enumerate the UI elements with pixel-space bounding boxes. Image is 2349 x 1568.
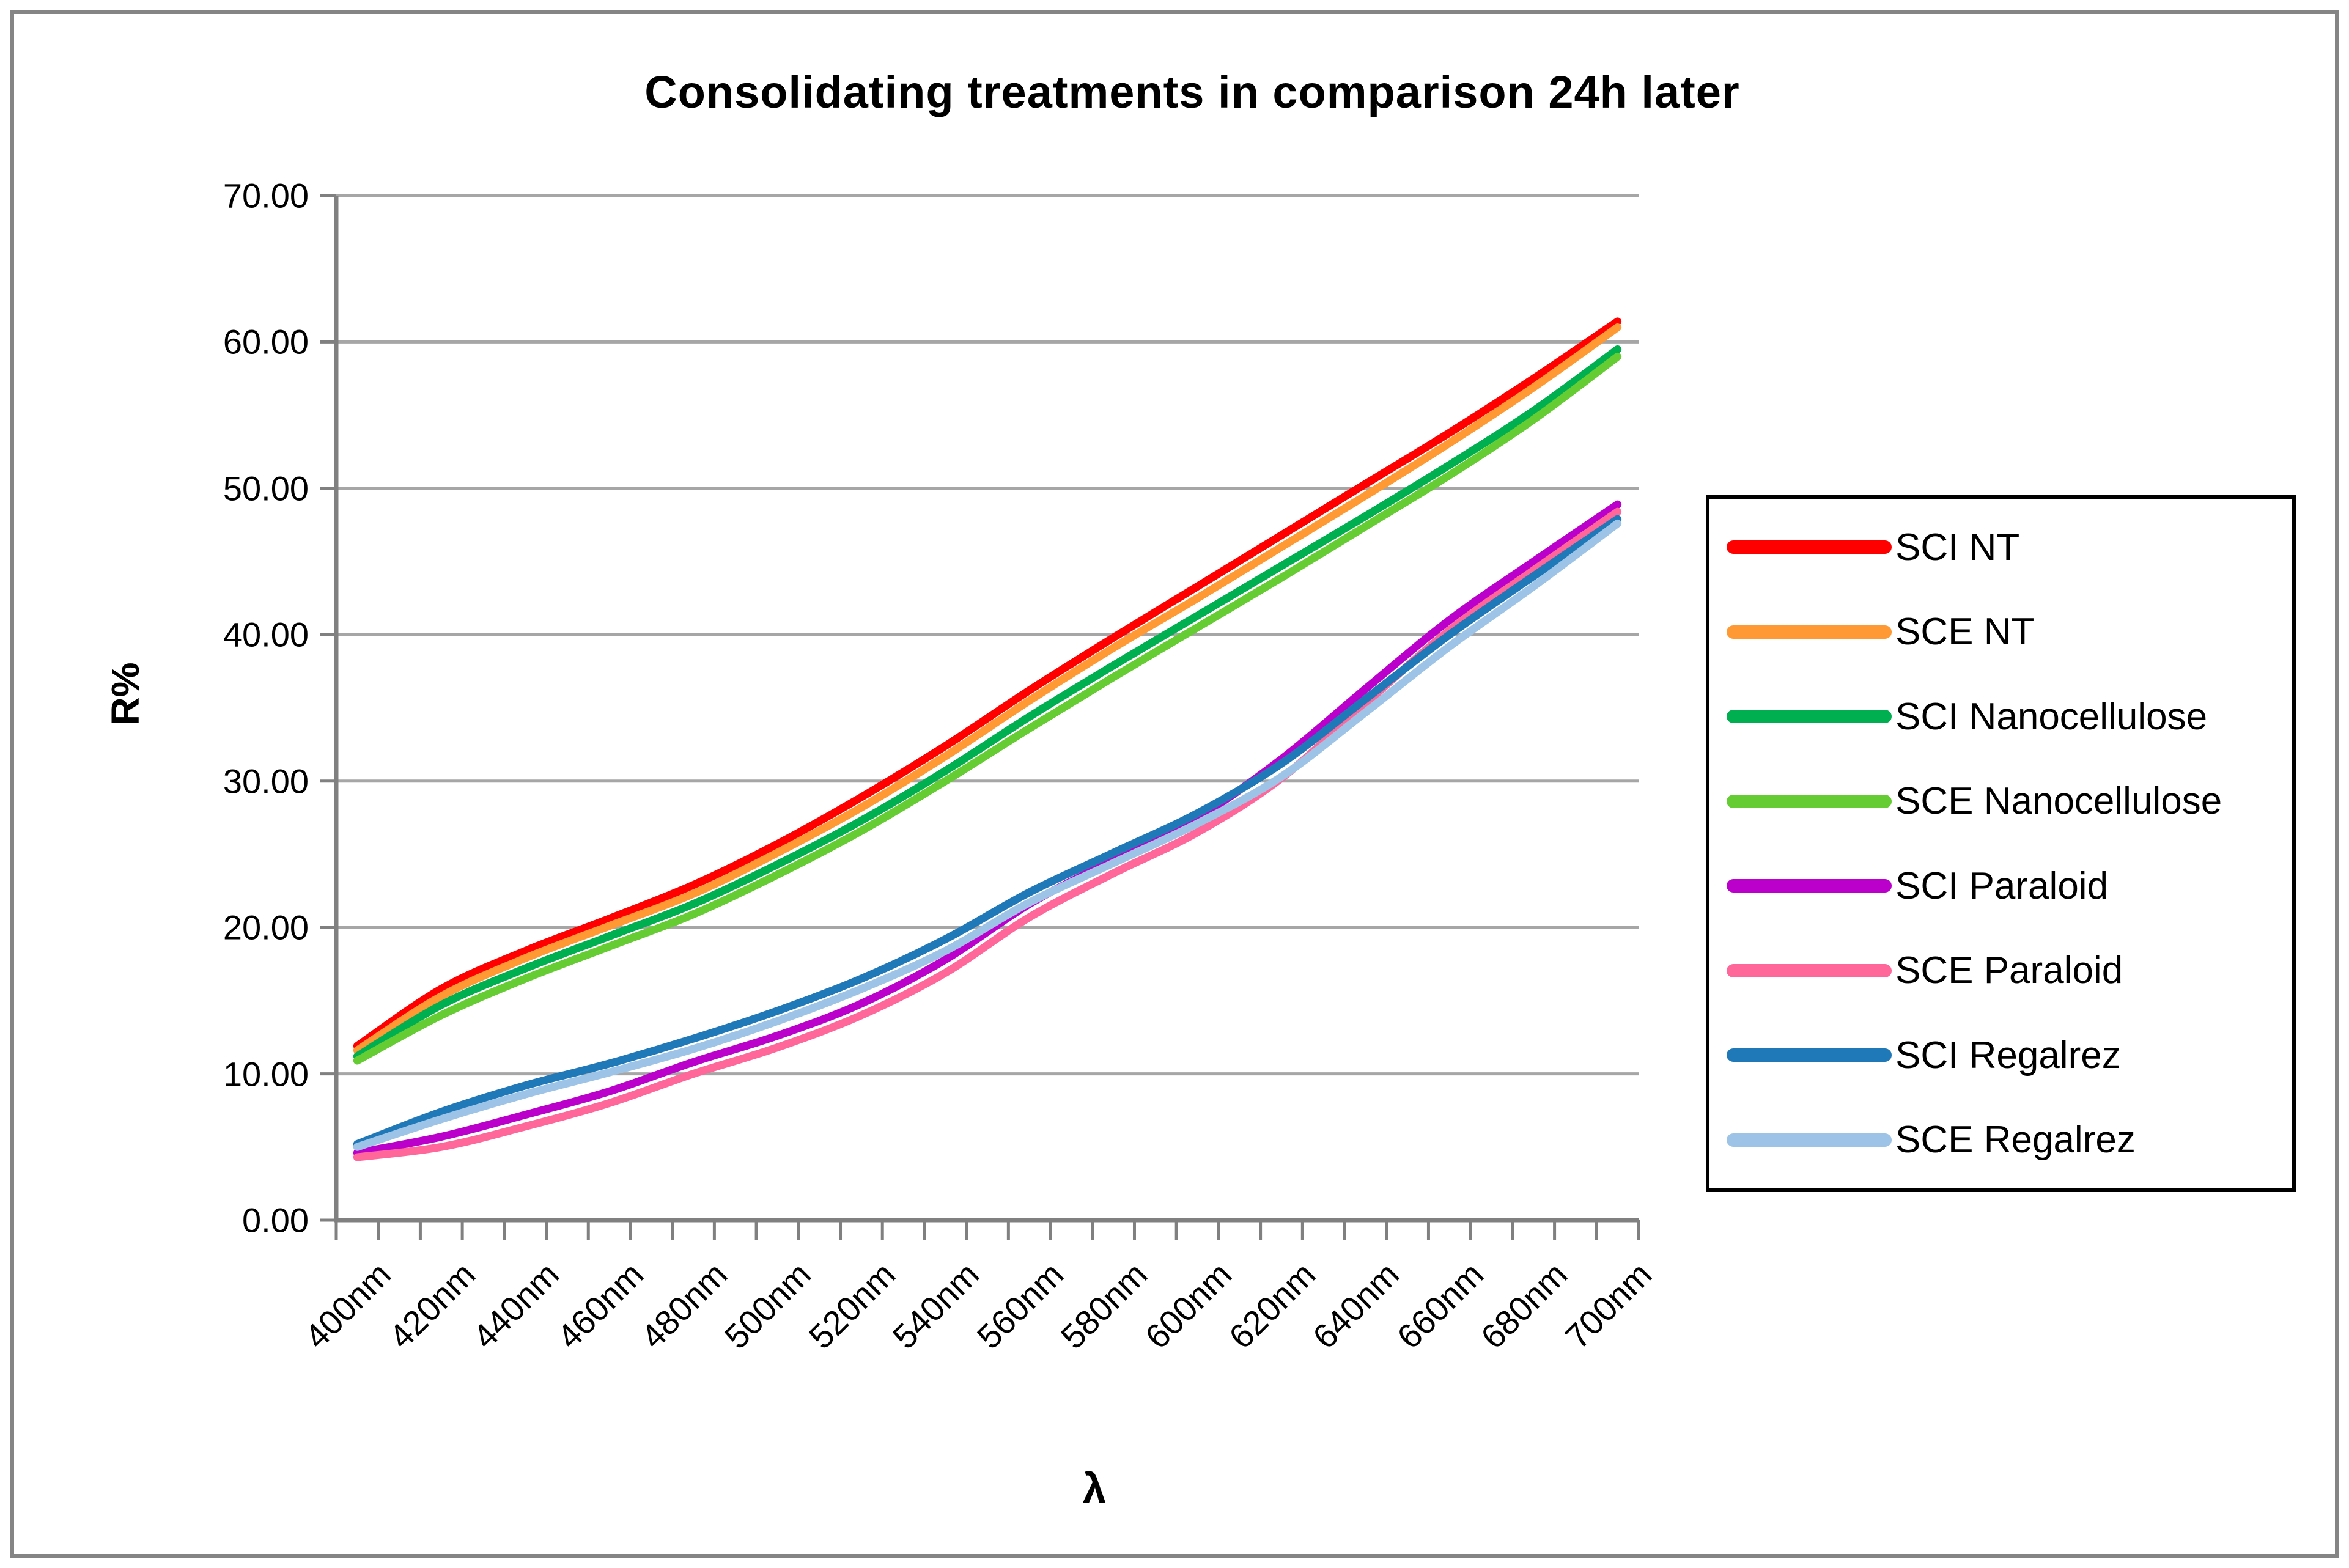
y-tick-label: 30.00 [223,762,309,801]
legend-item-sci-regalrez: SCI Regalrez [1727,1034,2292,1077]
series-line-sce-nanocellulose [353,352,1622,1065]
axes [334,196,1639,1223]
y-tick-label: 20.00 [223,908,309,947]
series-line-sci-regalrez [353,515,1622,1148]
legend-item-sce-nanocellulose: SCE Nanocellulose [1727,779,2292,823]
legend-item-sce-nt: SCE NT [1727,610,2292,653]
legend-swatch [1727,1048,1892,1062]
y-tick-label: 40.00 [223,615,309,654]
x-axis-title: λ [1082,1465,1107,1512]
series-line-sce-regalrez [353,519,1622,1151]
series-line-sci-paraloid [353,500,1622,1157]
series-lines [353,317,1622,1161]
legend-item-sci-nanocellulose: SCI Nanocellulose [1727,695,2292,738]
legend-label: SCI Regalrez [1895,1034,2121,1077]
legend-label: SCE Regalrez [1895,1119,2136,1161]
legend-label: SCI Paraloid [1895,864,2109,907]
chart-title: Consolidating treatments in comparison 2… [644,67,1740,117]
series-line-sce-paraloid [353,507,1622,1161]
y-tick-label: 10.00 [223,1055,309,1094]
legend-item-sci-paraloid: SCI Paraloid [1727,864,2292,908]
legend-swatch [1727,710,1892,724]
figure-border [10,10,2339,1558]
legend-swatch [1727,963,1892,977]
series-line-sce-nt [353,323,1622,1055]
y-tick-label: 70.00 [223,176,309,215]
y-tick-label: 60.00 [223,322,309,361]
legend: SCI NT SCE NT SCI Nanocellulose SCE Nanocel… [1706,495,2296,1192]
legend-label: SCI Nanocellulose [1895,695,2208,738]
legend-item-sce-paraloid: SCE Paraloid [1727,949,2292,992]
legend-item-sce-regalrez: SCE Regalrez [1727,1118,2292,1161]
tick-marks [320,194,1640,1240]
legend-label: SCE Nanocellulose [1895,780,2222,823]
y-axis-title: R% [103,662,147,726]
legend-swatch [1727,879,1892,893]
legend-label: SCE NT [1895,611,2035,653]
series-line-sci-nt [353,317,1622,1050]
legend-swatch [1727,794,1892,808]
y-tick-label: 0.00 [242,1201,309,1240]
legend-swatch [1727,1133,1892,1147]
legend-label: SCI NT [1895,526,2020,569]
legend-label: SCE Paraloid [1895,949,2123,992]
legend-swatch [1727,625,1892,639]
y-tick-label: 50.00 [223,469,309,508]
legend-swatch [1727,540,1892,554]
legend-item-sci-nt: SCI NT [1727,526,2292,569]
series-line-sci-nanocellulose [353,345,1622,1061]
